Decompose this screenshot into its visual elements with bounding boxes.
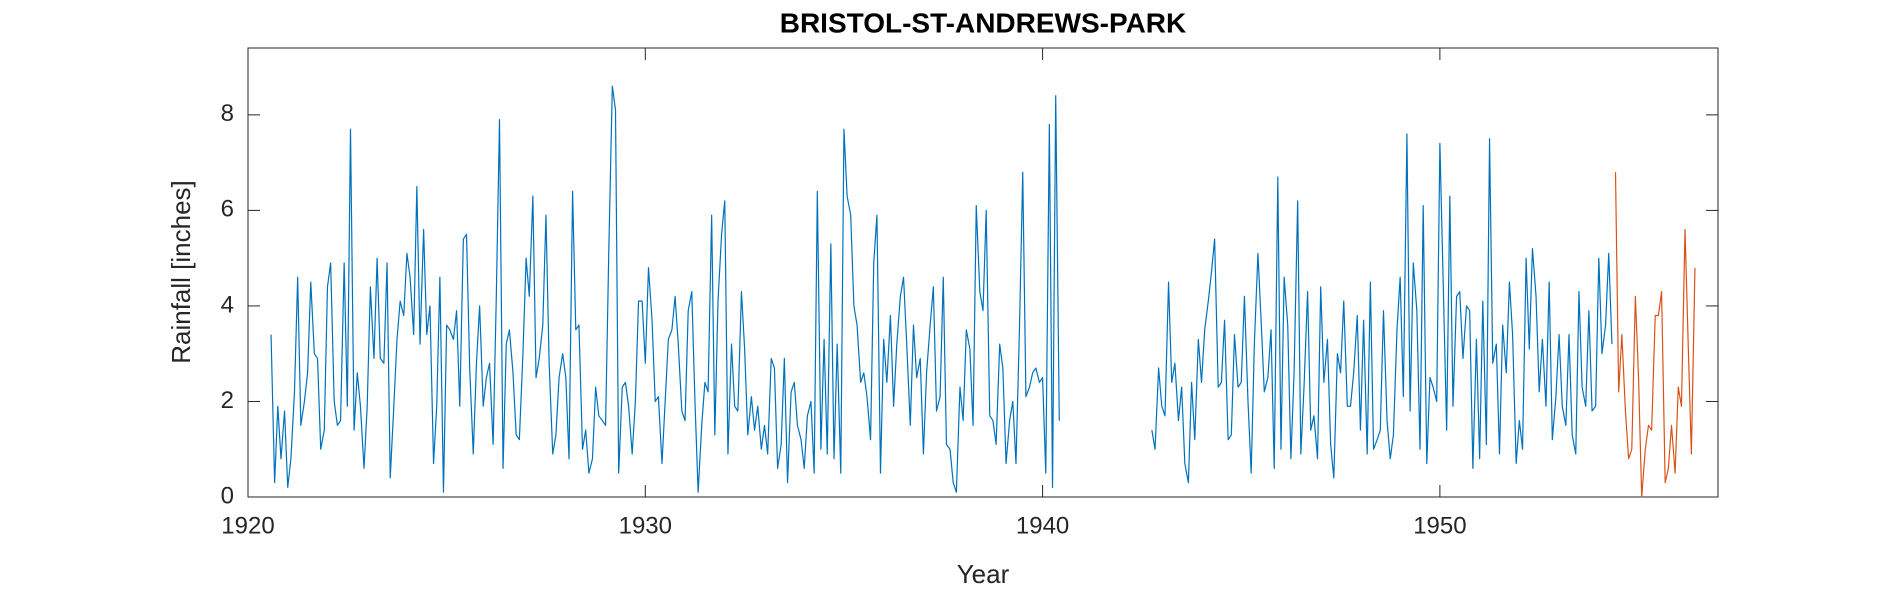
data-line bbox=[270, 85, 1613, 493]
chart-title: BRISTOL-ST-ANDREWS-PARK bbox=[780, 7, 1187, 38]
x-tick-label: 1950 bbox=[1413, 512, 1466, 539]
data-line bbox=[1614, 172, 1696, 498]
y-tick-label: 2 bbox=[221, 387, 234, 414]
y-tick-label: 4 bbox=[221, 291, 234, 318]
x-tick-label: 1940 bbox=[1016, 512, 1069, 539]
y-tick-label: 6 bbox=[221, 196, 234, 223]
y-tick-label: 0 bbox=[221, 482, 234, 509]
y-tick-label: 8 bbox=[221, 100, 234, 127]
plot-area bbox=[247, 47, 1719, 498]
y-axis-label: Rainfall [inches] bbox=[166, 180, 196, 364]
x-tick-label: 1930 bbox=[619, 512, 672, 539]
x-axis-label: Year bbox=[957, 559, 1010, 589]
x-tick-label: 1920 bbox=[221, 512, 274, 539]
